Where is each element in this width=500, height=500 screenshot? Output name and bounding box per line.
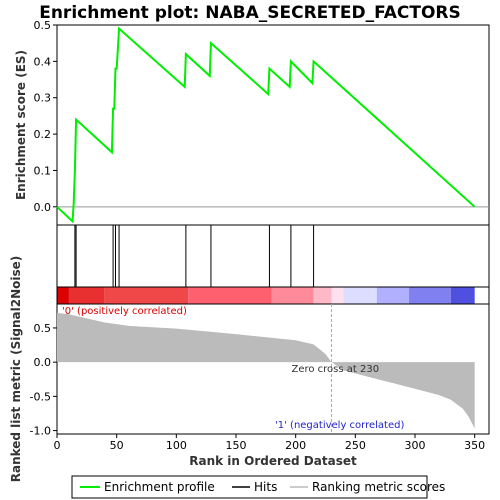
es-y-tick-label: 0.1 bbox=[34, 164, 52, 177]
strip-segment bbox=[57, 287, 69, 304]
strip-segment bbox=[104, 287, 189, 304]
negative-correlation-label: '1' (negatively correlated) bbox=[275, 420, 404, 431]
es-axis-label: Enrichment score (ES) bbox=[14, 50, 28, 200]
strip-segment bbox=[68, 287, 105, 304]
es-y-axis: 0.5 0.4 0.3 0.2 0.1 0.0 bbox=[34, 19, 57, 214]
hit-marks bbox=[74, 225, 315, 287]
metric-axis-label: Ranked list metric (Signal2Noise) bbox=[9, 256, 23, 483]
strip-segment bbox=[313, 287, 332, 304]
x-tick-label: 350 bbox=[464, 439, 485, 452]
legend-metric-label: Ranking metric scores bbox=[312, 480, 445, 494]
strip-segment bbox=[376, 287, 410, 304]
x-tick-label: 50 bbox=[110, 439, 124, 452]
es-y-tick-label: 0.4 bbox=[34, 55, 52, 68]
strip-segment bbox=[450, 287, 475, 304]
legend-enrichment-label: Enrichment profile bbox=[104, 480, 215, 494]
rank-color-strip bbox=[56, 286, 490, 305]
x-tick-label: 0 bbox=[54, 439, 61, 452]
x-tick-label: 100 bbox=[166, 439, 187, 452]
positive-correlation-label: '0' (positively correlated) bbox=[62, 306, 187, 317]
strip-segment bbox=[409, 287, 451, 304]
ranking-metric-area bbox=[57, 312, 475, 429]
metric-y-tick-label: -0.5 bbox=[30, 390, 51, 403]
x-tick-label: 250 bbox=[345, 439, 366, 452]
legend: Enrichment profile Hits Ranking metric s… bbox=[71, 475, 445, 499]
x-tick-label: 200 bbox=[285, 439, 306, 452]
rank-x-axis: 0 50 100 150 200 250 300 350 bbox=[54, 434, 485, 452]
strip-segment bbox=[343, 287, 377, 304]
x-tick-label: 300 bbox=[405, 439, 426, 452]
metric-panel: Zero cross at 230 '0' (positively correl… bbox=[9, 256, 490, 483]
chart-title: Enrichment plot: NABA_SECRETED_FACTORS bbox=[39, 3, 461, 23]
hits-panel bbox=[56, 224, 490, 288]
es-plot-frame bbox=[56, 24, 490, 226]
metric-y-axis: 0.5 0.0 -0.5 -1.0 bbox=[30, 322, 57, 438]
es-y-tick-label: 0.3 bbox=[34, 92, 52, 105]
es-y-tick-label: 0.5 bbox=[34, 19, 52, 32]
metric-y-tick-label: 0.5 bbox=[34, 322, 52, 335]
strip-segment bbox=[271, 287, 314, 304]
x-axis-label: Rank in Ordered Dataset bbox=[189, 454, 357, 468]
zero-cross-label: Zero cross at 230 bbox=[291, 364, 379, 375]
metric-y-tick-label: 0.0 bbox=[34, 356, 52, 369]
hits-frame bbox=[56, 224, 490, 288]
es-panel: 0.5 0.4 0.3 0.2 0.1 0.0 Enrichment score (ES) bbox=[14, 19, 490, 226]
es-y-tick-label: 0.2 bbox=[34, 128, 52, 141]
metric-y-tick-label: -1.0 bbox=[30, 425, 51, 438]
strip-segment bbox=[188, 287, 272, 304]
x-tick-label: 150 bbox=[226, 439, 247, 452]
enrichment-profile-line bbox=[56, 26, 476, 224]
legend-hits-label: Hits bbox=[254, 480, 277, 494]
es-y-tick-label: 0.0 bbox=[34, 201, 52, 214]
strip-segment bbox=[331, 287, 344, 304]
